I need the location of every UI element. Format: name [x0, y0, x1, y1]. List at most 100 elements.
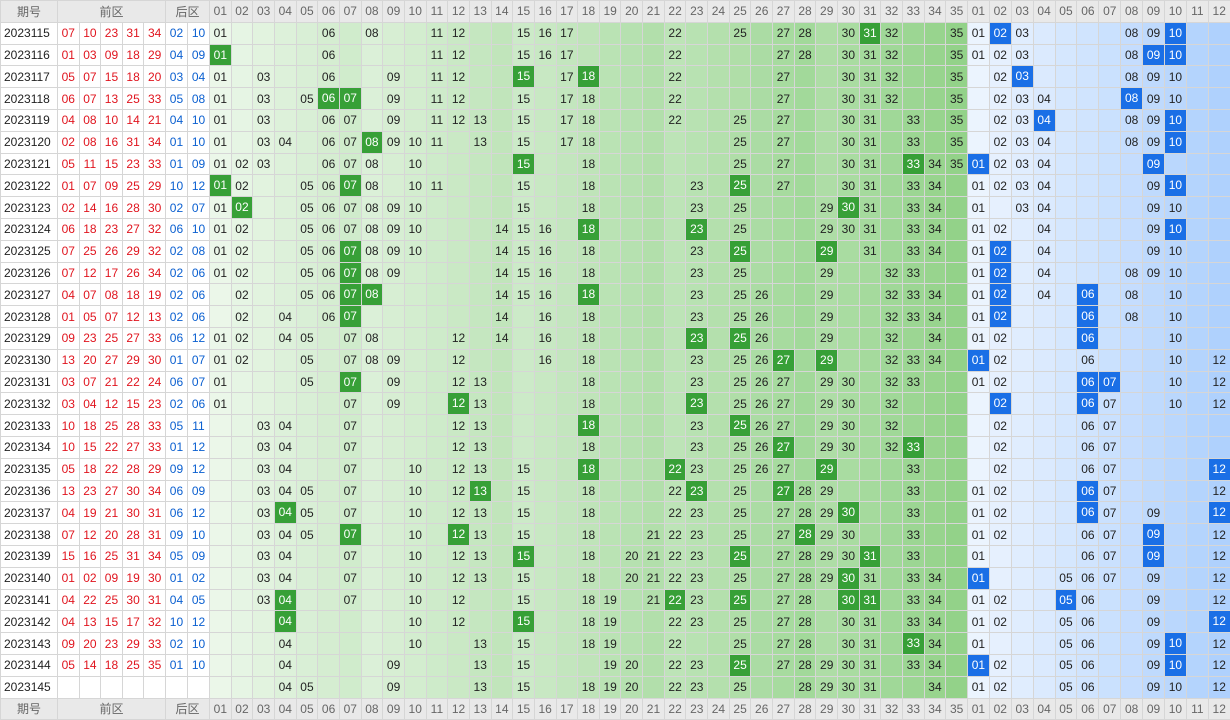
front-number: 32	[143, 610, 166, 634]
front-zone-cell	[945, 414, 968, 437]
back-number: 04	[164, 108, 188, 132]
back-zone-cell: 01	[966, 544, 990, 568]
front-zone-cell	[663, 261, 687, 285]
front-zone-cell	[295, 435, 319, 459]
front-zone-cell	[642, 283, 665, 307]
front-zone-cell	[598, 523, 622, 546]
front-zone-cell	[923, 414, 947, 437]
front-zone-cell: 10	[403, 457, 427, 481]
front-zone-cell: 33	[902, 523, 925, 546]
front-zone-cell	[490, 501, 514, 525]
front-zone-cell: 05	[295, 239, 319, 263]
front-zone-cell	[750, 479, 774, 503]
issue-row: 2023138 07 12 20 28 31 09 10 03 04 05 07 10 12 13 15 18 2…	[0, 523, 1230, 546]
front-zone-hit: 15	[513, 154, 534, 174]
front-zone-cell: 03	[252, 152, 275, 176]
front-zone-cell: 27	[772, 588, 795, 612]
front-zone-cell	[209, 588, 232, 612]
back-zone-cell: 03	[1010, 87, 1034, 110]
back-zone-cell: 05	[1054, 632, 1078, 655]
front-zone-cell	[338, 653, 362, 677]
back-number: 10	[164, 610, 188, 634]
back-zone-cell: 06	[1076, 544, 1100, 568]
back-zone-hit: 06	[1077, 481, 1098, 501]
front-zone-cell: 01	[209, 152, 232, 176]
back-zone-cell: 09	[1142, 152, 1165, 176]
front-number: 05	[57, 152, 80, 176]
front-zone-cell: 13	[468, 675, 492, 699]
back-zone-hit: 06	[1077, 328, 1098, 349]
back-zone-cell: 12	[1207, 632, 1230, 655]
back-zone-cell	[1010, 675, 1034, 699]
front-zone-cell: 09	[382, 217, 405, 241]
front-zone-cell	[880, 457, 903, 481]
back-zone-cell	[1185, 283, 1209, 307]
front-zone-cell: 25	[728, 108, 752, 132]
front-zone-cell	[360, 479, 384, 503]
back-zone-cell	[1054, 196, 1078, 219]
front-zone-cell: 25	[728, 610, 752, 634]
front-zone-cell	[295, 610, 319, 634]
front-zone-cell: 17	[555, 130, 579, 154]
front-number: 25	[78, 239, 102, 263]
back-zone-cell	[1098, 196, 1122, 219]
front-number: 12	[78, 261, 102, 285]
front-zone-cell	[902, 65, 925, 89]
header-front-zone: 17	[555, 697, 579, 720]
back-zone-cell	[1142, 326, 1165, 350]
front-zone-cell: 23	[685, 566, 709, 590]
back-zone-cell	[1120, 523, 1144, 546]
front-zone-cell: 15	[512, 544, 535, 568]
front-number: 25	[100, 588, 123, 612]
front-zone-cell	[468, 348, 492, 372]
front-number: 31	[143, 523, 166, 546]
header-front-zone: 22	[663, 697, 687, 720]
front-zone-cell: 07	[338, 239, 362, 263]
issue-row: 2023127 04 07 08 18 19 02 06 02 05 06 07 08 14 15 16 18 2…	[0, 283, 1230, 307]
front-zone-cell: 05	[295, 196, 319, 219]
front-zone-cell: 07	[338, 435, 362, 459]
front-zone-cell	[880, 610, 903, 634]
issue-row: 2023119 04 08 10 14 21 04 10 01 03 06 07 09 11 12 13 15 1…	[0, 108, 1230, 132]
back-zone-cell: 12	[1207, 610, 1230, 634]
front-zone-cell: 12	[447, 65, 470, 89]
back-zone-cell: 10	[1163, 392, 1187, 416]
front-zone-cell: 04	[273, 632, 297, 655]
back-zone-hit: 01	[968, 154, 989, 174]
header-back-zone: 09	[1142, 0, 1165, 23]
back-number: 02	[164, 261, 188, 285]
front-number: 27	[121, 435, 145, 459]
front-zone-cell	[403, 326, 427, 350]
issue-number: 2023137	[0, 501, 58, 525]
front-zone-cell	[338, 65, 362, 89]
front-number: 32	[143, 239, 166, 263]
front-zone-cell: 05	[295, 261, 319, 285]
back-zone-cell	[1098, 261, 1122, 285]
front-number: 29	[143, 43, 166, 67]
front-zone-cell	[490, 523, 514, 546]
front-zone-cell: 15	[512, 196, 535, 219]
back-zone-cell	[1120, 152, 1144, 176]
front-zone-hit: 25	[730, 415, 750, 436]
back-zone-cell: 10	[1163, 632, 1187, 655]
back-number: 07	[186, 348, 211, 372]
front-zone-cell: 22	[663, 457, 687, 481]
front-zone-cell: 12	[447, 523, 470, 546]
front-zone-cell	[837, 283, 860, 307]
front-zone-cell: 25	[728, 239, 752, 263]
front-number: 20	[78, 348, 102, 372]
back-zone-cell	[1120, 653, 1144, 677]
front-zone-cell: 26	[750, 370, 774, 394]
front-number: 07	[78, 87, 102, 110]
front-zone-cell	[512, 414, 535, 437]
front-zone-cell: 10	[403, 239, 427, 263]
front-zone-cell	[555, 566, 579, 590]
front-zone-cell	[490, 479, 514, 503]
front-zone-cell: 31	[858, 21, 882, 45]
back-zone-cell	[1142, 414, 1165, 437]
back-zone-cell: 08	[1120, 21, 1144, 45]
front-zone-cell	[403, 653, 427, 677]
front-zone-cell	[880, 130, 903, 154]
back-zone-cell	[1032, 610, 1056, 634]
front-zone-cell	[793, 174, 817, 198]
